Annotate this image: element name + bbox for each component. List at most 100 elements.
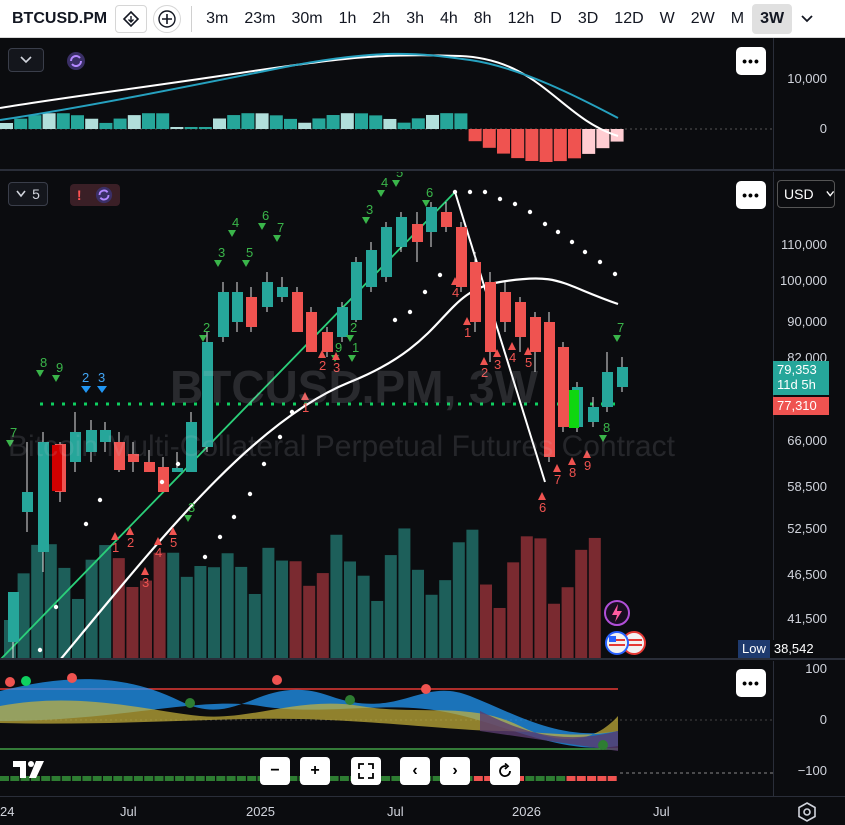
td-arrow-up [126,527,134,535]
zoom-in-button[interactable]: + [300,757,330,785]
interval-button-8h[interactable]: 8h [473,9,492,27]
reset-scale-button[interactable] [351,757,381,785]
time-axis[interactable]: 24 Jul 2025 Jul 2026 Jul [0,796,845,825]
refresh-icon [499,763,511,777]
us-flag-event-icon[interactable] [604,630,648,658]
currency-selector[interactable]: USD [777,180,835,208]
wave-area-purple [480,711,618,751]
interval-button-D[interactable]: D [550,9,562,27]
td-arrow-down [613,335,621,342]
intervals-dropdown-button[interactable] [792,4,822,34]
volume-bar [99,545,112,658]
pane-more-button[interactable]: ••• [736,181,766,209]
interval-button-3h[interactable]: 3h [406,9,424,27]
macd-pane[interactable]: ••• [0,38,773,171]
low-value: 38,542 [769,640,818,658]
candle-body [588,407,599,422]
interval-button-3m[interactable]: 3m [206,9,229,27]
td-arrow-down [377,190,385,197]
add-symbol-button[interactable] [153,4,182,33]
interval-button-2h[interactable]: 2h [372,9,391,27]
td-count-down: 6 [539,500,546,515]
reset-chart-button[interactable] [490,757,520,785]
interval-button-4h[interactable]: 4h [439,9,458,27]
candle-body [186,422,197,472]
candle-body [128,454,139,462]
pane-more-button[interactable]: ••• [736,47,766,75]
volume-bar [425,594,438,658]
indicator-status[interactable]: ! [70,184,120,206]
candle-body [70,432,81,462]
volume-bar [17,573,30,658]
lightning-icon[interactable] [603,599,631,632]
macd-chart [0,52,773,162]
compare-symbol-button[interactable] [115,4,148,33]
macd-histogram-bar [355,113,368,129]
main-price-axis[interactable]: 110,000 100,000 90,000 82,000 66,000 58,… [773,172,845,660]
sar-dot [569,239,575,245]
sync-icon[interactable] [66,51,86,76]
signal-strip-segment [123,776,133,781]
td-count-down: 5 [170,535,177,550]
candle-body [441,212,452,227]
interval-button-2W[interactable]: 2W [690,9,715,27]
interval-button-30m[interactable]: 30m [291,9,323,27]
setup-label: 2 [82,370,89,385]
legend-toggle-button[interactable]: 5 [8,182,48,206]
interval-button-12D[interactable]: 12D [614,9,644,27]
volume-bar [153,552,166,658]
interval-button-23m[interactable]: 23m [244,9,276,27]
volume-bar [534,538,547,658]
td-arrow-down [184,515,192,522]
sar-dot [555,229,561,235]
interval-button-M[interactable]: M [730,9,745,27]
oscillator-pane[interactable]: ••• [0,661,773,796]
currency-label: USD [784,186,814,202]
signal-candle [52,445,62,491]
td-count-up: 3 [218,245,225,260]
scroll-left-button[interactable]: ‹ [400,757,430,785]
chevron-left-icon: ‹ [412,762,418,779]
wave-area-yellow [0,700,618,740]
volume-bar [235,566,248,658]
macd-histogram-bar [71,115,84,129]
interval-button-3D[interactable]: 3D [577,9,599,27]
setup-arrow [81,386,91,393]
candle-body [218,292,229,337]
sar-dot [247,491,253,497]
macd-histogram-bar [99,122,113,129]
interval-button-1h[interactable]: 1h [338,9,357,27]
volume-bar [588,537,601,658]
interval-button-12h[interactable]: 12h [507,9,535,27]
oscillator-axis[interactable]: 100 0 −100 [773,661,845,796]
td-count-down: 4 [509,350,516,365]
td-arrow-down [52,375,60,382]
collapse-legend-button[interactable] [8,48,44,72]
chart-settings-button[interactable] [796,801,818,825]
volume-bar [248,593,261,658]
volume-bar [480,584,492,658]
scroll-right-button[interactable]: › [440,757,470,785]
sar-dot [97,497,103,503]
axis-tick: 90,000 [787,314,827,329]
volume-bar [194,566,207,658]
td-count-down: 2 [127,535,134,550]
td-arrow-up [169,527,177,535]
interval-list: 3m 23m 30m 1h 2h 3h 4h 8h 12h D 3D 12D W 2W M 3W [198,3,793,34]
candle-body [8,592,19,642]
pane-more-button[interactable]: ••• [736,669,766,697]
macd-price-axis[interactable]: 10,000 0 [773,38,845,171]
sar-dot [202,554,208,560]
chevron-down-icon [16,190,26,198]
candle-body [500,292,511,322]
tradingview-logo[interactable] [12,758,50,786]
candle-body [172,468,183,472]
symbol-name[interactable]: BTCUSD.PM [12,9,108,27]
td-arrow-down [599,435,607,442]
volume-bar [316,573,329,658]
zoom-out-button[interactable]: − [260,757,290,785]
interval-button-W[interactable]: W [659,9,675,27]
level-price-badge: 77,310 [773,397,829,415]
interval-button-3W[interactable]: 3W [752,3,793,34]
